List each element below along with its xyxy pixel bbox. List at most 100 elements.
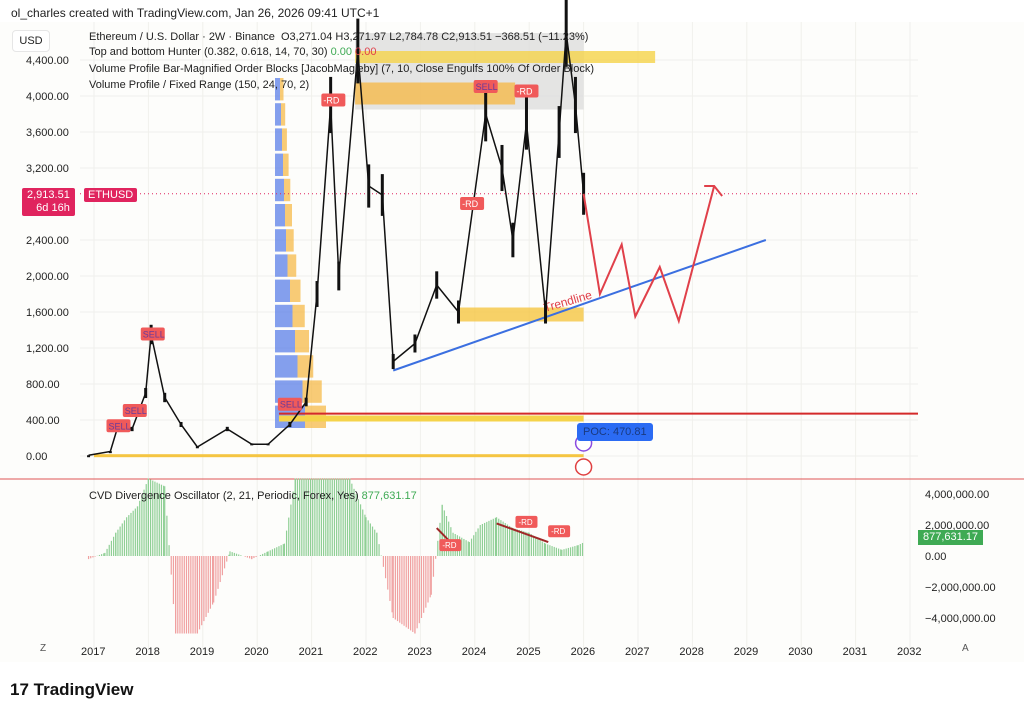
currency-button[interactable]: USD xyxy=(12,30,50,52)
volume-profile-bar xyxy=(275,330,295,353)
signal-marker xyxy=(106,419,131,433)
volume-bar xyxy=(278,415,584,422)
signal-marker-label: -RD xyxy=(516,87,532,97)
price-candle xyxy=(108,451,112,454)
cvd-tick-label: 4,000,000.00 xyxy=(925,489,989,501)
x-tick-label: 2031 xyxy=(843,646,867,658)
x-tick-label: 2023 xyxy=(407,646,431,658)
y-tick-label: 4,000.00 xyxy=(26,91,69,103)
volume-profile-bar xyxy=(287,254,297,277)
x-tick-label: 2029 xyxy=(734,646,758,658)
volume-profile-bar xyxy=(284,178,291,202)
x-tick-label: 2027 xyxy=(625,646,649,658)
volume-profile-bar xyxy=(283,153,289,176)
cvd-tick-label: −4,000,000.00 xyxy=(925,613,996,625)
legend-indicator-2: Volume Profile Bar-Magnified Order Block… xyxy=(89,63,595,75)
price-candle xyxy=(511,222,515,258)
signal-marker-label: -RD xyxy=(462,199,478,209)
signal-marker-label: SELL xyxy=(280,400,302,410)
price-candle xyxy=(144,387,148,399)
legend-indicator-3: Volume Profile / Fixed Range (150, 24, 7… xyxy=(89,79,310,91)
volume-profile-bar xyxy=(275,128,282,151)
volume-bar xyxy=(355,51,656,63)
signal-marker xyxy=(140,327,165,341)
x-tick-label: 2026 xyxy=(571,646,595,658)
credit-text: ol_charles created with TradingView.com,… xyxy=(11,6,380,20)
signal-marker xyxy=(122,404,147,417)
price-candle xyxy=(337,261,341,291)
signal-marker xyxy=(460,197,485,210)
price-candle xyxy=(413,334,417,353)
volume-profile-bar xyxy=(275,103,281,126)
volume-profile-bar xyxy=(285,204,292,227)
current-price: 2,913.51 xyxy=(27,189,70,201)
x-tick-label: 2030 xyxy=(788,646,812,658)
cvd-tick-label: 0.00 xyxy=(925,551,946,563)
volume-profile-bar xyxy=(275,380,303,403)
volume-profile-bar xyxy=(275,355,298,378)
y-tick-label: 3,200.00 xyxy=(26,163,69,175)
cvd-divergence-line xyxy=(496,522,549,543)
price-candle xyxy=(484,86,488,142)
volume-profile-bar xyxy=(280,78,284,101)
legend-indicator-1-value-2: 0.00 xyxy=(355,46,377,58)
cvd-legend: CVD Divergence Oscillator (2, 21, Period… xyxy=(89,490,417,502)
y-tick-label: 1,200.00 xyxy=(26,343,69,355)
cvd-value-tag: 877,631.17 xyxy=(918,530,984,545)
legend-indicator-1: Top and bottom Hunter (0.382, 0.618, 14,… xyxy=(89,46,376,58)
price-candle xyxy=(573,76,577,134)
price-candle xyxy=(195,446,199,449)
zoom-button[interactable]: Z xyxy=(40,643,47,654)
signal-marker xyxy=(321,93,346,107)
price-candle xyxy=(391,353,395,370)
x-tick-label: 2025 xyxy=(516,646,540,658)
signal-marker xyxy=(473,80,498,93)
tradingview-logo-mark: 17 xyxy=(10,680,29,699)
y-tick-label: 2,400.00 xyxy=(26,235,69,247)
volume-profile-bar xyxy=(275,254,288,277)
volume-profile-bar xyxy=(275,279,290,302)
trendline xyxy=(392,239,767,372)
auto-scale-button[interactable]: A xyxy=(962,643,969,654)
projection-arrow-icon xyxy=(704,185,723,197)
price-candle xyxy=(288,421,292,428)
y-tick-label: 0.00 xyxy=(26,451,47,463)
signal-marker-label: SELL xyxy=(476,82,498,92)
price-candle xyxy=(435,271,439,299)
volume-profile-bar xyxy=(275,153,283,176)
cvd-tick-label: −2,000,000.00 xyxy=(925,582,996,594)
symbol-tag: ETHUSD xyxy=(84,188,138,202)
price-candle xyxy=(564,0,568,67)
projection-path xyxy=(582,185,716,325)
x-tick-label: 2022 xyxy=(353,646,377,658)
volume-profile-bar xyxy=(275,229,286,252)
legend-ohlc: O3,271.04 H3,271.97 L2,784.78 C2,913.51 … xyxy=(280,31,589,43)
y-tick-label: 1,600.00 xyxy=(26,307,69,319)
signal-marker xyxy=(514,84,539,98)
price-candle xyxy=(582,172,586,215)
x-tick-label: 2019 xyxy=(190,646,214,658)
poc-label: POC: 470.81 xyxy=(577,423,653,441)
volume-profile-bar xyxy=(275,304,293,328)
x-tick-label: 2028 xyxy=(679,646,703,658)
price-candle xyxy=(367,164,371,208)
x-tick-label: 2024 xyxy=(462,646,486,658)
price-candle xyxy=(87,455,91,458)
price-candle xyxy=(304,397,308,407)
price-candle xyxy=(456,300,460,324)
volume-profile-bar xyxy=(282,128,287,151)
volume-profile-bar xyxy=(275,204,285,227)
x-tick-label: 2032 xyxy=(897,646,921,658)
x-tick-label: 2020 xyxy=(244,646,268,658)
volume-profile-bar xyxy=(275,178,284,202)
signal-marker-label: -RD xyxy=(551,527,565,536)
volume-profile-bar xyxy=(286,229,294,252)
volume-profile-bar xyxy=(290,279,301,302)
order-block-zone xyxy=(458,307,584,322)
cvd-legend-title: CVD Divergence Oscillator (2, 21, Period… xyxy=(89,490,359,502)
signal-marker-label: -RD xyxy=(323,96,339,106)
us-flag-icon xyxy=(574,458,593,476)
x-tick-label: 2018 xyxy=(135,646,159,658)
